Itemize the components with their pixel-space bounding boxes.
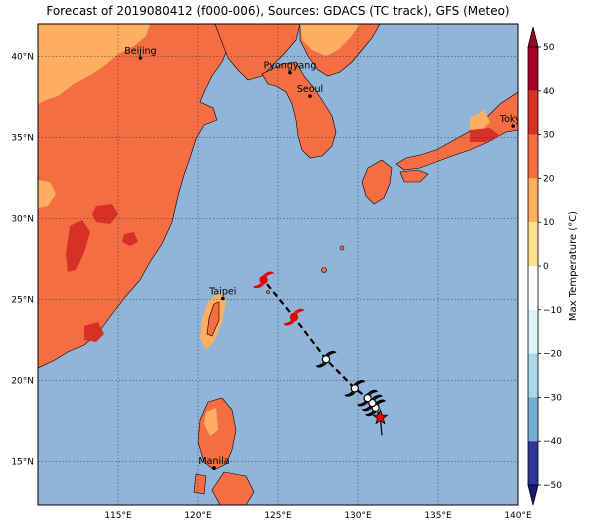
colorbar-tick-label: 0 bbox=[543, 262, 549, 272]
city-label: Seoul bbox=[297, 84, 323, 95]
colorbar-band bbox=[528, 90, 538, 135]
lon-tick-label: 135°E bbox=[424, 511, 452, 521]
current-position-star-icon bbox=[372, 408, 389, 425]
land-hot-japan bbox=[470, 128, 500, 142]
land-visayas bbox=[211, 471, 255, 505]
city-dot bbox=[288, 70, 292, 75]
map-title: Forecast of 2019080412 (f000-006), Sourc… bbox=[46, 4, 510, 18]
colorbar-band bbox=[528, 266, 538, 310]
lat-tick-label: 25°N bbox=[11, 295, 34, 305]
lat-tick-label: 15°N bbox=[11, 457, 34, 467]
colorbar-tick-label: −50 bbox=[543, 481, 562, 491]
storm-marker-past bbox=[315, 350, 337, 368]
colorbar-tick-label: −20 bbox=[543, 350, 562, 360]
lon-tick-label: 130°E bbox=[344, 511, 372, 521]
colorbar-tick-label: −40 bbox=[543, 437, 562, 447]
land-cool-mongolia bbox=[38, 24, 150, 104]
storm-track bbox=[253, 271, 389, 436]
storm-marker-forecast bbox=[253, 271, 275, 289]
colorbar-band bbox=[528, 178, 538, 223]
island-amami bbox=[339, 245, 345, 251]
colorbar-band bbox=[528, 222, 538, 266]
lon-tick-label: 125°E bbox=[264, 511, 292, 521]
storm-marker-past bbox=[361, 394, 383, 412]
colorbar-extend-max bbox=[527, 26, 539, 48]
city-layer: Beijing Pyongyang Seoul Tokyo Taipei Manila bbox=[124, 46, 527, 470]
colorbar-band bbox=[528, 397, 538, 442]
land-cool-japan bbox=[470, 110, 490, 132]
land-cool-luzon bbox=[204, 408, 218, 436]
colorbar-extend-min bbox=[527, 484, 539, 506]
land-hot-sichuan bbox=[92, 204, 118, 224]
land-hot-central-2 bbox=[122, 232, 138, 246]
storm-marker-forecast bbox=[283, 308, 305, 326]
lat-tick-label: 30°N bbox=[11, 214, 34, 224]
gridlines bbox=[38, 24, 518, 505]
land-kyushu bbox=[361, 159, 393, 205]
island-okinawa bbox=[321, 267, 327, 273]
city-dot bbox=[308, 94, 312, 98]
land-korea bbox=[261, 61, 337, 159]
lat-tick-label: 35°N bbox=[11, 133, 34, 143]
lat-tick-label: 40°N bbox=[11, 52, 34, 62]
land-china bbox=[38, 24, 229, 369]
land-shikoku bbox=[399, 169, 429, 183]
colorbar-tick-label: 40 bbox=[543, 87, 555, 97]
land-cool-korea-north bbox=[300, 24, 360, 56]
colorbar-tick-label: −30 bbox=[543, 393, 562, 403]
city-dot bbox=[138, 56, 143, 60]
city-label: Pyongyang bbox=[264, 61, 317, 72]
land-northeast bbox=[214, 24, 301, 81]
land-cool-tibet bbox=[38, 180, 56, 208]
colorbar-band bbox=[528, 47, 538, 91]
colorbar-label: Max Temperature (°C) bbox=[568, 211, 579, 321]
storm-marker-past bbox=[357, 389, 379, 407]
lon-tick-label: 115°E bbox=[104, 511, 132, 521]
city-dot bbox=[212, 465, 216, 470]
colorbar-tick-label: 30 bbox=[543, 131, 555, 141]
lat-tick-label: 20°N bbox=[11, 376, 34, 386]
city-label: Tokyo bbox=[499, 114, 527, 125]
land-hot-south bbox=[84, 322, 104, 342]
storm-marker-past bbox=[344, 380, 366, 397]
colorbar-band bbox=[528, 353, 538, 398]
land-taiwan-core bbox=[206, 301, 220, 337]
lon-tick-label: 140°E bbox=[504, 511, 532, 521]
city-dot bbox=[221, 296, 225, 301]
land-mindoro bbox=[193, 473, 207, 495]
colorbar-tick-label: 10 bbox=[543, 218, 555, 228]
colorbar-tick-label: 20 bbox=[543, 174, 555, 184]
colorbar: 50 40 30 20 10 0 −10 −20 −30 −40 −50 Max Temperatur… bbox=[527, 26, 579, 506]
city-label: Beijing bbox=[124, 46, 156, 57]
city-label: Taipei bbox=[208, 287, 236, 298]
colorbar-band bbox=[528, 441, 538, 485]
map-frame bbox=[37, 23, 519, 506]
colorbar-tick-label: −10 bbox=[543, 306, 562, 316]
land-hot-central-1 bbox=[66, 220, 90, 272]
axis-labels: 115°E 120°E 125°E 130°E 135°E 140°E 15°N 20°N 25… bbox=[11, 52, 532, 521]
city-dot bbox=[511, 124, 515, 128]
city-label: Manila bbox=[198, 456, 229, 467]
colorbar-band bbox=[528, 134, 538, 179]
island-miyako bbox=[266, 290, 270, 294]
colorbar-band bbox=[528, 309, 538, 354]
lon-tick-label: 120°E bbox=[184, 511, 212, 521]
colorbar-tick-label: 50 bbox=[543, 43, 555, 53]
